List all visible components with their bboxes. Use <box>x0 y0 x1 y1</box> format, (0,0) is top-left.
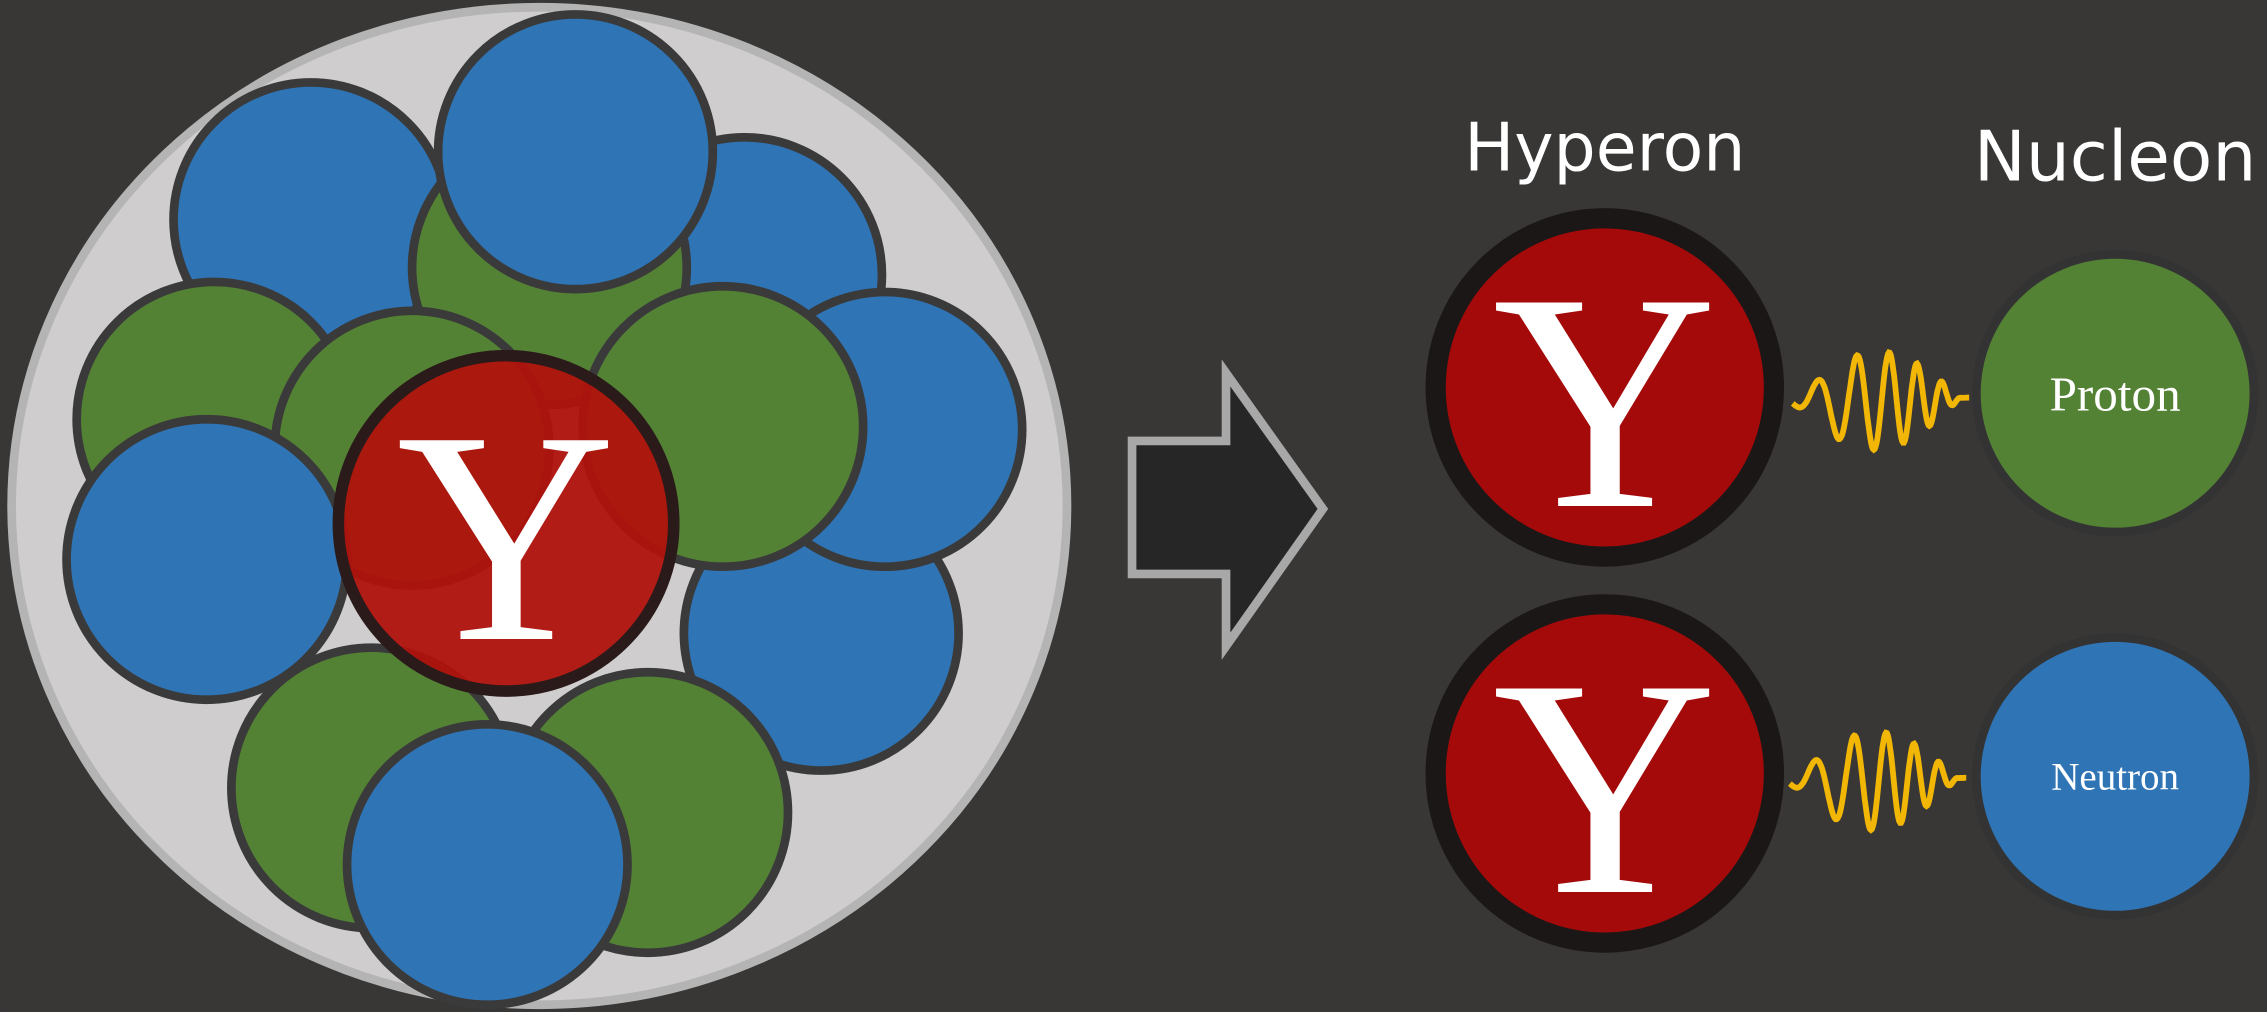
hyperon-symbol: Y <box>396 368 615 705</box>
interaction-wave <box>1790 348 1970 454</box>
nucleon-label: Nucleon <box>1974 118 2256 198</box>
hyperon <box>1425 208 1785 567</box>
neutron <box>433 10 718 294</box>
hyperon <box>332 349 680 697</box>
pair: Y Proton <box>1425 208 2259 574</box>
hyperon-symbol: Y <box>1493 230 1717 574</box>
proton <box>1972 250 2259 537</box>
pair: Y Neutron <box>1425 594 2259 960</box>
neutron <box>342 719 632 1010</box>
neutron <box>62 414 352 705</box>
arrow <box>1127 359 1329 660</box>
hyperon <box>1425 594 1785 953</box>
hyperon-label: Hyperon <box>1464 109 1745 187</box>
nucleus: Y <box>7 2 1072 1010</box>
nucleon-name: Neutron <box>2051 755 2179 798</box>
neutron <box>1972 633 2259 920</box>
interaction-wave <box>1788 729 1967 834</box>
nucleon-name: Proton <box>2050 367 2181 422</box>
hyperon-symbol: Y <box>1493 616 1717 960</box>
